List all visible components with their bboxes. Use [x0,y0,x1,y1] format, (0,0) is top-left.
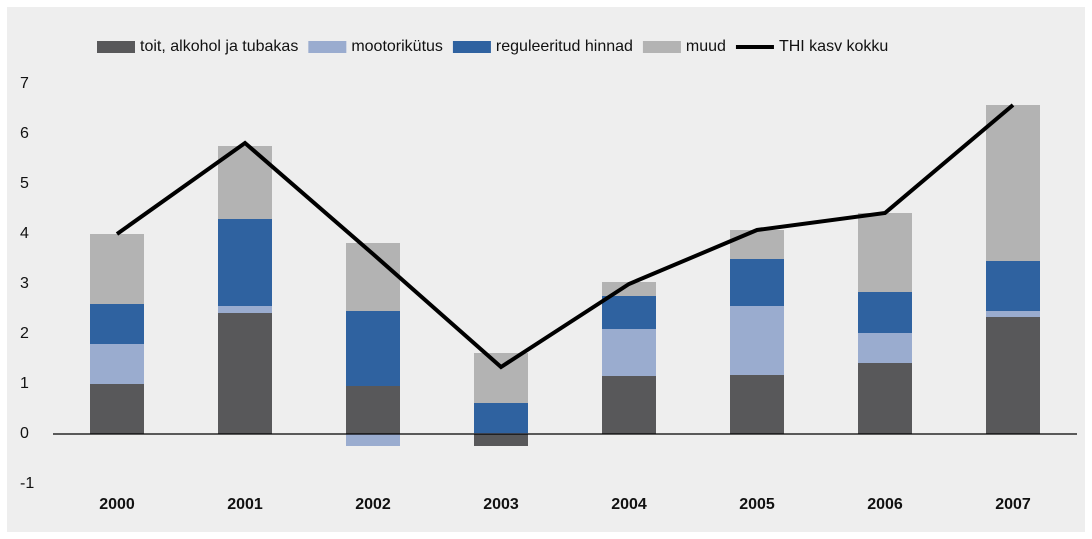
bar-segment [218,306,272,313]
bar-segment [730,306,784,375]
bar-segment [858,292,912,333]
bar-segment [730,230,784,259]
y-tick-label: 6 [20,125,29,142]
legend-swatch [97,41,135,53]
chart-background [7,7,1085,532]
bar-segment [346,434,400,446]
bar-segment [986,261,1040,311]
bar-segment [730,259,784,306]
x-tick-label: 2007 [995,496,1031,513]
legend-label: toit, alkohol ja tubakas [140,38,298,55]
x-tick-label: 2003 [483,496,519,513]
y-tick-label: 5 [20,175,29,192]
bar-segment [986,311,1040,317]
legend-label: muud [686,38,726,55]
bar-segment [90,344,144,384]
x-tick-label: 2006 [867,496,903,513]
bar-segment [474,353,528,403]
bar-segment [602,376,656,434]
y-tick-label: 3 [20,275,29,292]
bar-segment [474,403,528,433]
legend-swatch [452,41,491,53]
legend-label: THI kasv kokku [779,38,888,55]
legend-swatch [642,41,681,53]
x-tick-label: 2000 [99,496,135,513]
bar-segment [90,384,144,434]
bar-segment [986,105,1040,261]
line-series [115,103,1015,370]
bar-segment [730,375,784,434]
bar-segment [90,304,144,344]
bar-segment [218,313,272,434]
x-tick-label: 2001 [227,496,263,513]
bar-segment [858,213,912,292]
bar-segment [218,219,272,306]
bar-segment [858,333,912,363]
x-tick-label: 2004 [611,496,647,513]
y-tick-label: 2 [20,325,29,342]
bar-segment [602,329,656,376]
bar-segment [90,234,144,304]
x-tick-label: 2002 [355,496,391,513]
legend-label: mootorikütus [351,38,443,55]
bar-segment [986,317,1040,434]
y-tick-label: 0 [20,425,29,442]
bar-segment [474,434,528,446]
bar-segment [602,296,656,329]
y-tick-label: -1 [20,475,34,492]
bar-segment [346,311,400,386]
legend-swatch [308,41,347,53]
x-tick-label: 2005 [739,496,775,513]
bar-segment [346,386,400,434]
y-tick-label: 1 [20,375,29,392]
bar-segment [858,363,912,434]
y-tick-label: 7 [20,75,29,92]
y-tick-label: 4 [20,225,29,242]
legend-label: reguleeritud hinnad [496,38,633,55]
